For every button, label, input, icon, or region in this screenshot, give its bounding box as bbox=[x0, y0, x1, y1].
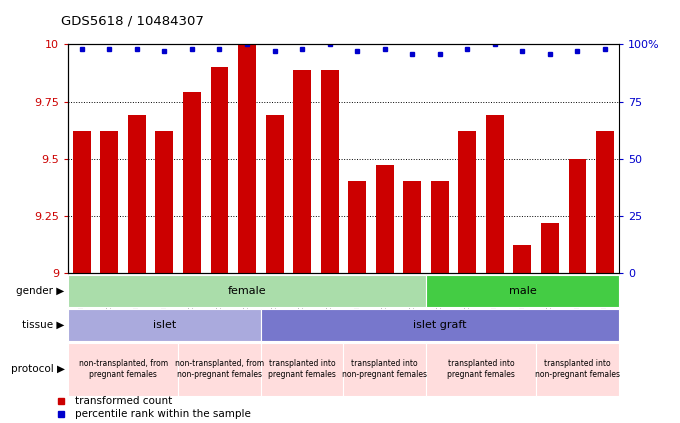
Bar bbox=[73, 131, 90, 273]
Bar bbox=[261, 309, 619, 341]
Bar bbox=[266, 115, 284, 273]
Bar bbox=[343, 343, 426, 396]
Text: GDS5618 / 10484307: GDS5618 / 10484307 bbox=[61, 15, 204, 28]
Bar bbox=[101, 131, 118, 273]
Text: transplanted into
non-pregnant females: transplanted into non-pregnant females bbox=[342, 360, 427, 379]
Bar bbox=[426, 275, 619, 307]
Bar bbox=[541, 222, 559, 273]
Bar bbox=[403, 181, 421, 273]
Text: non-transplanted, from
pregnant females: non-transplanted, from pregnant females bbox=[78, 360, 168, 379]
Text: tissue ▶: tissue ▶ bbox=[22, 320, 65, 330]
Bar bbox=[261, 343, 343, 396]
Bar bbox=[568, 159, 586, 273]
Text: gender ▶: gender ▶ bbox=[16, 286, 65, 296]
Text: protocol ▶: protocol ▶ bbox=[11, 364, 65, 374]
Bar bbox=[156, 131, 173, 273]
Bar bbox=[211, 67, 228, 273]
Bar bbox=[238, 44, 256, 273]
Bar bbox=[458, 131, 476, 273]
Text: percentile rank within the sample: percentile rank within the sample bbox=[75, 409, 251, 419]
Bar bbox=[68, 343, 178, 396]
Bar bbox=[68, 275, 426, 307]
Bar bbox=[486, 115, 504, 273]
Text: female: female bbox=[228, 286, 267, 296]
Text: transplanted into
pregnant females: transplanted into pregnant females bbox=[447, 360, 515, 379]
Bar bbox=[68, 309, 261, 341]
Bar bbox=[513, 245, 531, 273]
Bar bbox=[128, 115, 146, 273]
Text: islet graft: islet graft bbox=[413, 320, 466, 330]
Bar bbox=[293, 69, 311, 273]
Text: transplanted into
pregnant females: transplanted into pregnant females bbox=[268, 360, 336, 379]
Bar bbox=[537, 343, 619, 396]
Bar bbox=[376, 165, 394, 273]
Bar bbox=[426, 343, 537, 396]
Text: transformed count: transformed count bbox=[75, 396, 173, 407]
Bar bbox=[178, 343, 261, 396]
Text: non-transplanted, from
non-pregnant females: non-transplanted, from non-pregnant fema… bbox=[175, 360, 264, 379]
Bar bbox=[348, 181, 366, 273]
Bar bbox=[183, 92, 201, 273]
Bar bbox=[321, 69, 339, 273]
Text: islet: islet bbox=[153, 320, 176, 330]
Bar bbox=[431, 181, 449, 273]
Text: transplanted into
non-pregnant females: transplanted into non-pregnant females bbox=[535, 360, 620, 379]
Text: male: male bbox=[509, 286, 537, 296]
Bar bbox=[596, 131, 614, 273]
